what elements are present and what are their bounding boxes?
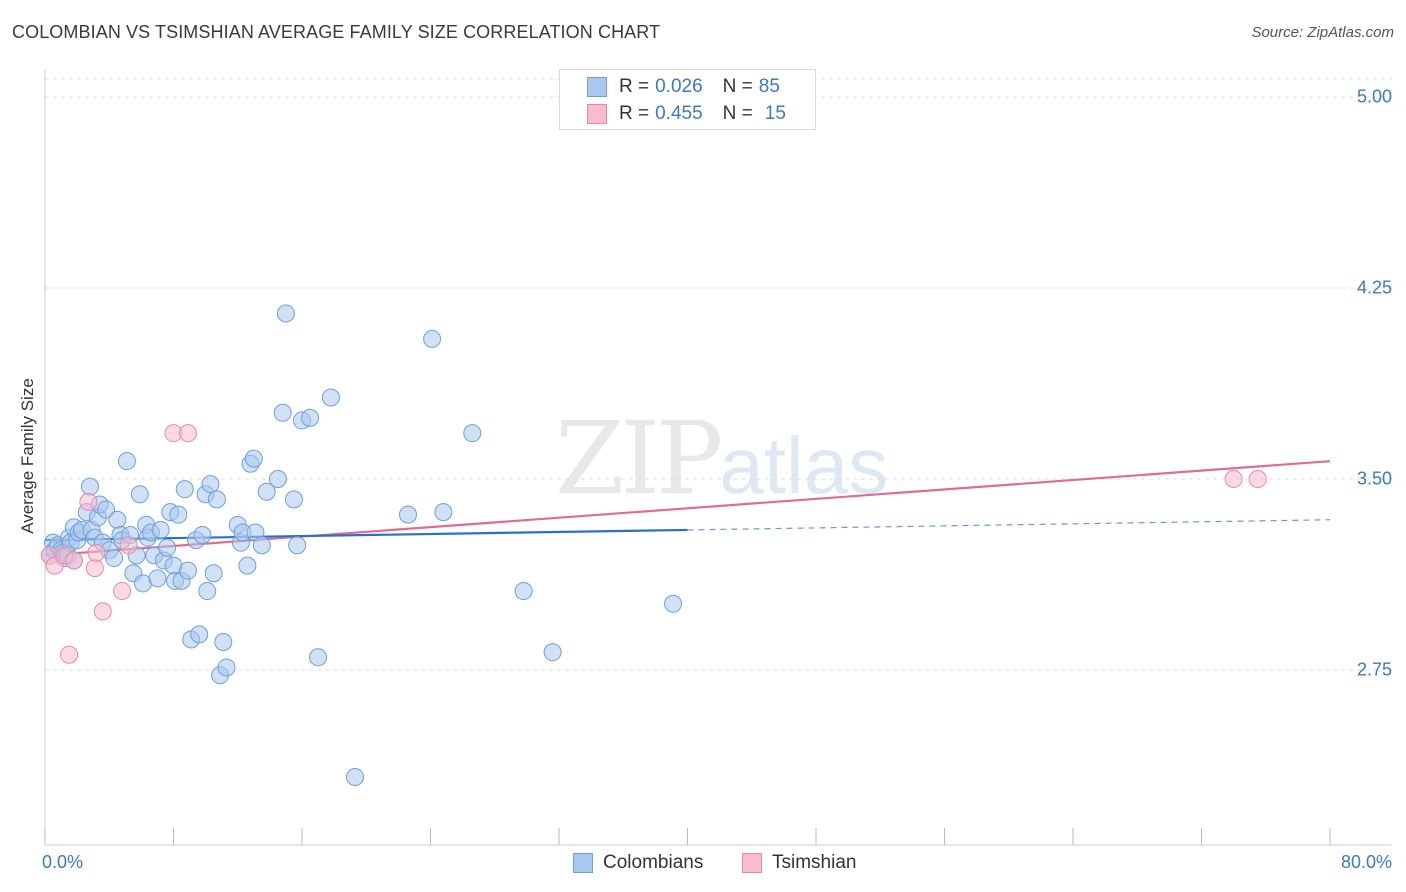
legend-tsimshian: Tsimshian bbox=[742, 852, 856, 874]
point-colombians bbox=[268, 470, 287, 488]
r-label: R = bbox=[619, 76, 650, 97]
y-tick-label: 5.00 bbox=[1356, 86, 1392, 107]
watermark: ZIPatlas bbox=[555, 400, 888, 517]
point-colombians bbox=[276, 304, 295, 323]
legend-row-colombians: R = 0.026 N = 85 bbox=[587, 76, 780, 98]
point-colombians bbox=[664, 594, 683, 613]
y-tick-label: 4.25 bbox=[1356, 277, 1392, 298]
point-colombians bbox=[207, 490, 226, 509]
gridlines bbox=[45, 78, 1392, 671]
point-colombians bbox=[158, 538, 177, 557]
point-colombians bbox=[309, 648, 328, 667]
point-tsimshian bbox=[178, 424, 197, 443]
point-colombians bbox=[346, 767, 365, 786]
x-tick-label-max: 80.0% bbox=[1340, 852, 1392, 872]
data-points bbox=[40, 304, 1267, 786]
point-colombians bbox=[252, 536, 271, 555]
point-colombians bbox=[463, 424, 482, 443]
point-colombians bbox=[257, 482, 276, 501]
legend-colombians: Colombians bbox=[573, 852, 703, 874]
legend-label-tsimshian: Tsimshian bbox=[772, 852, 857, 873]
n-label: N = bbox=[722, 103, 753, 124]
n-label: N = bbox=[722, 76, 753, 97]
legend-label-colombians: Colombians bbox=[603, 852, 704, 873]
r-label: R = bbox=[619, 103, 650, 124]
r-value: 0.026 bbox=[655, 76, 703, 97]
x-tick-label-min: 0.0% bbox=[42, 852, 84, 872]
point-colombians bbox=[301, 408, 320, 427]
point-colombians bbox=[284, 490, 303, 509]
point-colombians bbox=[238, 556, 257, 575]
watermark-zip: ZIP bbox=[555, 400, 723, 517]
n-value: 15 bbox=[764, 103, 786, 124]
point-colombians bbox=[514, 582, 533, 601]
point-colombians bbox=[198, 582, 217, 601]
axes bbox=[44, 70, 1392, 846]
legend-swatch-blue bbox=[573, 853, 593, 873]
point-colombians bbox=[175, 480, 194, 499]
point-colombians bbox=[193, 526, 212, 545]
point-colombians bbox=[80, 477, 99, 496]
point-tsimshian bbox=[1248, 470, 1267, 488]
point-colombians bbox=[201, 475, 220, 494]
chart-title: COLOMBIAN VS TSIMSHIAN AVERAGE FAMILY SI… bbox=[12, 22, 661, 42]
point-colombians bbox=[288, 536, 307, 555]
point-tsimshian bbox=[1224, 470, 1243, 488]
point-colombians bbox=[217, 658, 236, 677]
point-colombians bbox=[97, 500, 116, 519]
legend-swatch-pink bbox=[742, 853, 762, 873]
legend-swatch-pink bbox=[587, 104, 607, 124]
y-tick-label: 3.50 bbox=[1356, 468, 1392, 489]
point-colombians bbox=[204, 564, 223, 583]
point-colombians bbox=[399, 505, 418, 524]
point-colombians bbox=[108, 510, 127, 529]
point-colombians bbox=[105, 548, 124, 567]
point-colombians bbox=[244, 449, 263, 468]
point-colombians bbox=[423, 329, 442, 348]
point-colombians bbox=[151, 520, 170, 539]
point-tsimshian bbox=[85, 559, 104, 578]
point-colombians bbox=[148, 569, 167, 588]
point-tsimshian bbox=[60, 645, 79, 664]
point-tsimshian bbox=[119, 536, 138, 555]
point-tsimshian bbox=[113, 582, 132, 601]
point-colombians bbox=[117, 452, 136, 471]
point-colombians bbox=[178, 561, 197, 580]
legend-swatch-blue bbox=[587, 77, 607, 97]
point-tsimshian bbox=[64, 551, 83, 570]
r-value: 0.455 bbox=[655, 103, 703, 124]
y-axis-label: Average Family Size bbox=[18, 378, 37, 534]
point-colombians bbox=[169, 505, 188, 524]
source-credit: Source: ZipAtlas.com bbox=[1251, 24, 1394, 41]
point-colombians bbox=[273, 403, 292, 422]
point-colombians bbox=[214, 632, 233, 651]
point-colombians bbox=[130, 485, 149, 504]
legend-row-tsimshian: R = 0.455 N = 15 bbox=[587, 103, 786, 125]
point-tsimshian bbox=[87, 543, 106, 562]
point-colombians bbox=[321, 388, 340, 407]
correlation-legend: R = 0.026 N = 85 R = 0.455 N = 15 bbox=[559, 69, 816, 130]
y-tick-label: 2.75 bbox=[1356, 659, 1392, 680]
n-value: 85 bbox=[758, 76, 780, 97]
point-colombians bbox=[543, 643, 562, 662]
point-colombians bbox=[434, 503, 453, 522]
point-tsimshian bbox=[93, 602, 112, 621]
trend-line-colombians-extension bbox=[687, 519, 1331, 531]
point-colombians bbox=[190, 625, 209, 644]
point-tsimshian bbox=[79, 492, 98, 511]
